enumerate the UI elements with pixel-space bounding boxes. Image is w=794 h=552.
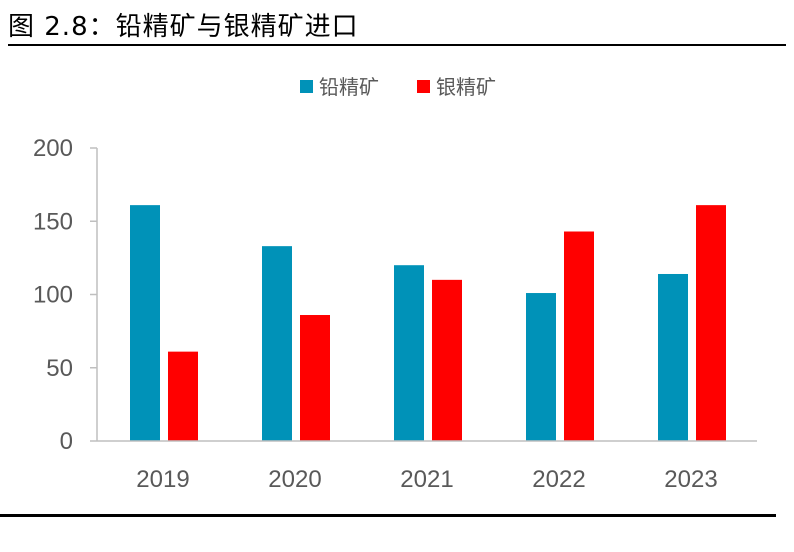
legend: 铅精矿 银精矿	[300, 75, 496, 99]
bar-silver-2023	[696, 205, 726, 441]
legend-swatch-2	[417, 80, 430, 93]
top-rule	[8, 44, 786, 46]
x-axis: 2019 2020 2021 2022 2023	[97, 440, 757, 493]
y-tick-label: 150	[33, 208, 73, 235]
legend-label-2: 银精矿	[436, 75, 496, 99]
x-tick-label: 2019	[136, 466, 189, 493]
x-tick-label: 2021	[400, 466, 453, 493]
figure-title: 图 2.8：铅精矿与银精矿进口	[8, 12, 359, 42]
y-tick-label: 0	[60, 428, 73, 455]
x-tick-label: 2020	[268, 466, 321, 493]
y-tick-label: 50	[46, 355, 73, 382]
bar-lead-2023	[658, 273, 688, 441]
bars	[130, 205, 726, 441]
bar-lead-2019	[130, 205, 160, 441]
y-tick-label: 200	[33, 135, 73, 162]
bar-lead-2022	[526, 293, 556, 441]
bar-lead-2021	[394, 265, 424, 441]
x-tick-label: 2022	[532, 466, 585, 493]
legend-swatch-1	[300, 80, 313, 93]
bar-lead-2020	[262, 246, 292, 441]
bottom-rule	[0, 514, 776, 517]
bar-silver-2019	[168, 351, 198, 441]
y-tick-label: 100	[33, 282, 73, 309]
bar-silver-2021	[432, 279, 462, 441]
x-tick-label: 2023	[664, 466, 717, 493]
legend-label-1: 铅精矿	[319, 75, 379, 99]
y-axis: 0 50 100 150 200	[33, 135, 98, 455]
bar-silver-2022	[564, 231, 594, 441]
bar-silver-2020	[300, 315, 330, 441]
